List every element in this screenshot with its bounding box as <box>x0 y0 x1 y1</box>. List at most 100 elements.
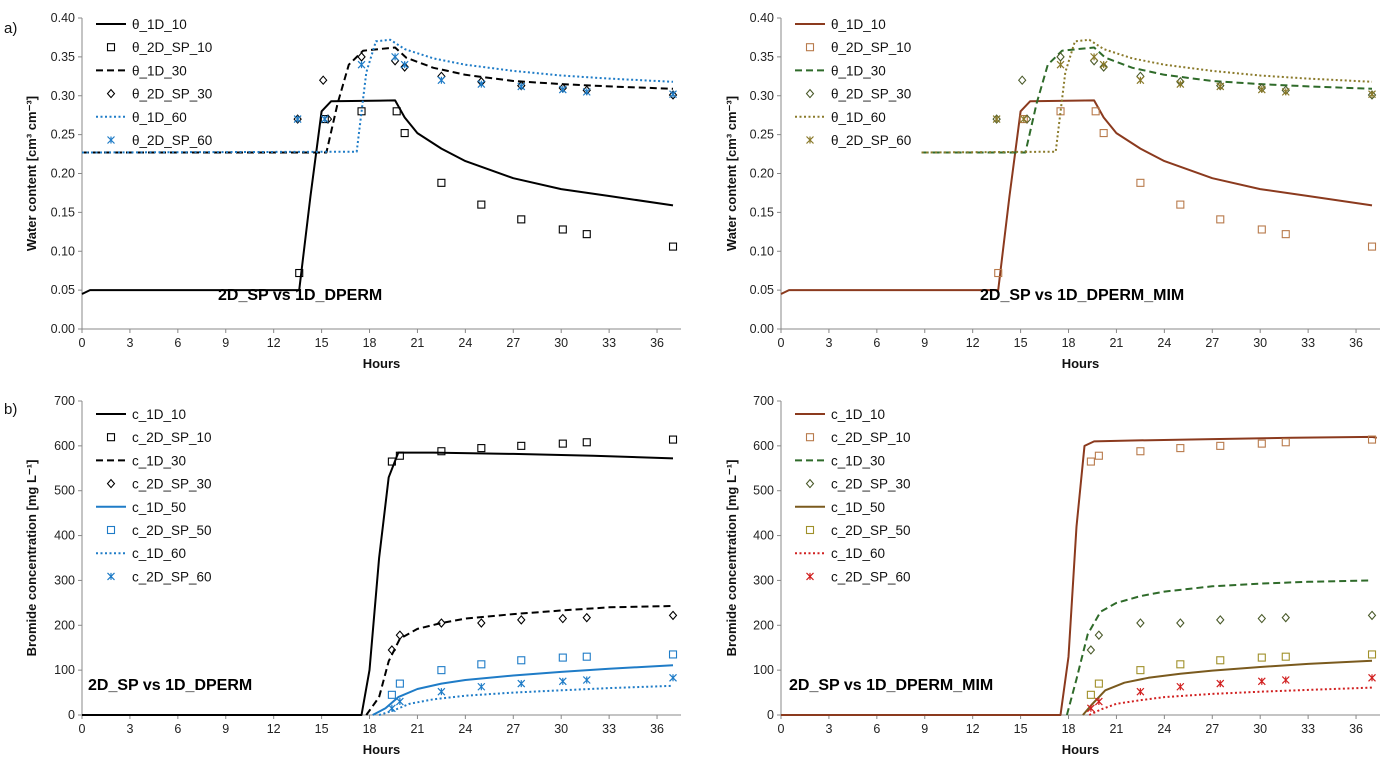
legend-label: θ_2D_SP_30 <box>831 87 911 102</box>
series-line <box>81 38 674 154</box>
y-tick-label: 0.10 <box>51 244 75 258</box>
x-tick-label: 0 <box>79 722 86 736</box>
x-tick-label: 12 <box>966 722 980 736</box>
data-point <box>1086 690 1095 699</box>
data-point <box>1176 200 1185 209</box>
data-point <box>1216 615 1225 625</box>
data-point <box>437 178 446 187</box>
x-tick-label: 15 <box>315 722 329 736</box>
y-tick-label: 200 <box>753 618 774 632</box>
data-point <box>668 90 678 100</box>
series-8 <box>1086 673 1376 713</box>
legend-label: c_2D_SP_50 <box>132 523 212 538</box>
data-point <box>437 76 446 85</box>
legend: θ_1D_10 θ_2D_SP_10 θ_1D_30 θ_2D_SP_30 θ_1D_6… <box>96 17 212 148</box>
data-point <box>437 666 446 675</box>
data-point <box>1094 697 1103 706</box>
data-point <box>558 677 567 686</box>
data-point <box>477 618 486 628</box>
data-point <box>1257 613 1267 624</box>
data-point <box>1216 441 1225 450</box>
data-point <box>357 60 366 69</box>
legend-swatch <box>806 572 814 581</box>
y-tick-label: 0.40 <box>51 11 75 25</box>
series-4 <box>992 52 1377 124</box>
chart-2: 0.000.050.100.150.200.250.300.350.400 3 6 9… <box>724 11 1380 371</box>
series-1 <box>781 435 1377 716</box>
y-tick-label: 700 <box>54 394 75 408</box>
data-point <box>437 447 446 456</box>
y-tick-label: 0.35 <box>51 50 75 64</box>
data-point <box>517 615 526 625</box>
data-point <box>1099 60 1108 69</box>
data-point <box>1281 230 1290 239</box>
x-axis-title: Hours <box>363 742 401 757</box>
legend-label: c_1D_60 <box>831 546 885 561</box>
x-tick-label: 36 <box>650 336 664 350</box>
data-point <box>582 676 591 684</box>
y-tick-label: 0.40 <box>750 11 774 25</box>
series-5 <box>1082 659 1373 716</box>
series-3 <box>82 46 674 154</box>
data-point <box>1019 115 1028 123</box>
legend-label: θ_2D_SP_30 <box>132 87 212 102</box>
y-tick-label: 0.20 <box>750 167 774 181</box>
data-point <box>1176 660 1185 669</box>
data-point <box>1281 87 1290 96</box>
data-point <box>517 656 526 665</box>
legend-label: c_2D_SP_30 <box>132 477 212 492</box>
y-tick-label: 200 <box>54 618 75 632</box>
chart-annotation: 2D_SP vs 1D_DPERM_MIM <box>980 287 1184 304</box>
data-point <box>517 441 526 450</box>
data-point <box>582 652 591 661</box>
data-point <box>582 438 591 447</box>
y-tick-label: 0.30 <box>51 89 75 103</box>
x-tick-label: 27 <box>1205 336 1219 350</box>
chart-1: 0.000.050.100.150.200.250.300.350.400 3 6 9… <box>24 11 681 371</box>
legend: θ_1D_10 θ_2D_SP_10 θ_1D_30 θ_2D_SP_30 θ_1D_6… <box>795 17 911 148</box>
data-point <box>387 704 396 713</box>
data-point <box>1281 652 1290 661</box>
data-point <box>1091 107 1100 116</box>
data-point <box>477 200 486 209</box>
y-tick-label: 500 <box>54 484 75 498</box>
data-point <box>293 114 302 124</box>
x-tick-label: 18 <box>363 722 377 736</box>
x-tick-label: 24 <box>1157 336 1171 350</box>
y-tick-label: 500 <box>753 484 774 498</box>
series-4 <box>387 610 678 655</box>
chart-annotation: 2D_SP vs 1D_DPERM_MIM <box>789 677 993 694</box>
data-point <box>668 242 678 251</box>
data-point <box>1176 80 1185 89</box>
x-tick-label: 18 <box>1062 722 1076 736</box>
series-line <box>1082 659 1373 716</box>
y-tick-label: 0.00 <box>51 322 75 336</box>
chart-annotation: 2D_SP vs 1D_DPERM <box>218 287 382 304</box>
data-point <box>668 435 678 444</box>
data-point <box>1367 435 1377 444</box>
y-tick-label: 300 <box>753 573 774 587</box>
x-tick-label: 9 <box>222 722 229 736</box>
legend-label: c_2D_SP_50 <box>831 523 911 538</box>
x-tick-label: 6 <box>174 722 181 736</box>
series-line <box>378 684 674 716</box>
data-point <box>1257 677 1266 686</box>
x-tick-label: 18 <box>363 336 377 350</box>
x-axis-title: Hours <box>1062 742 1100 757</box>
x-tick-label: 30 <box>554 722 568 736</box>
series-5 <box>921 38 1373 154</box>
x-tick-label: 27 <box>506 336 520 350</box>
x-tick-label: 3 <box>126 336 133 350</box>
data-point <box>1136 618 1145 628</box>
x-tick-label: 33 <box>602 336 616 350</box>
x-tick-label: 0 <box>79 336 86 350</box>
x-tick-label: 33 <box>1301 722 1315 736</box>
series-6 <box>293 52 677 123</box>
y-tick-label: 400 <box>753 529 774 543</box>
data-point <box>994 268 1003 278</box>
x-tick-label: 6 <box>873 722 880 736</box>
data-point <box>1136 666 1145 675</box>
x-tick-label: 12 <box>267 722 281 736</box>
data-point <box>582 230 591 239</box>
x-axis-title: Hours <box>363 356 401 371</box>
